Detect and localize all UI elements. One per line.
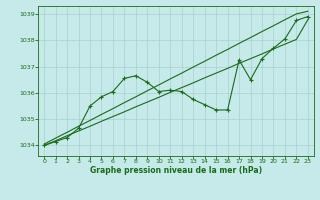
X-axis label: Graphe pression niveau de la mer (hPa): Graphe pression niveau de la mer (hPa) (90, 166, 262, 175)
